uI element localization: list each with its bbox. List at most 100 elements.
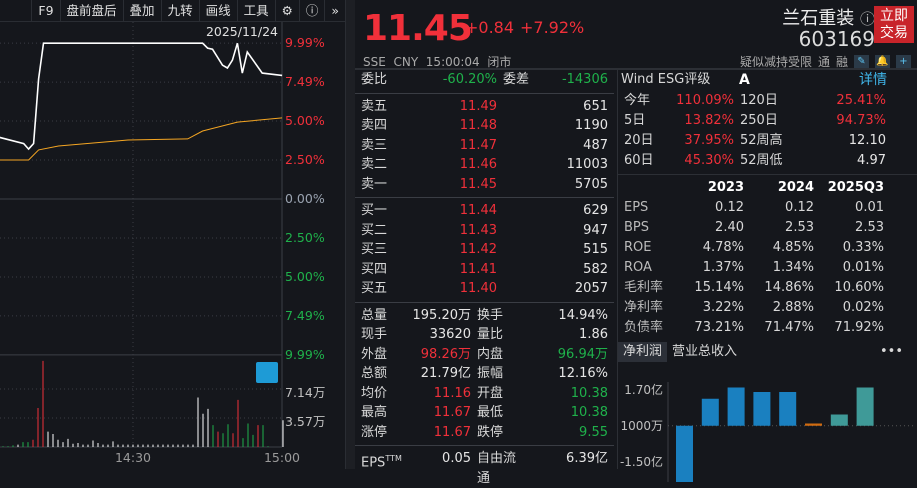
net-profit-bar[interactable] [830, 414, 848, 426]
stat-row: 涨停 11.67 跌停 9.55 [355, 423, 614, 443]
level-price: 11.46 [459, 157, 497, 172]
toolbar-tools[interactable]: 工具 [236, 0, 275, 21]
stat-value: 9.55 [579, 424, 608, 440]
net-profit-bar[interactable] [805, 423, 822, 426]
level-price: 11.44 [459, 203, 497, 218]
divider [355, 92, 614, 94]
net-profit-bar[interactable] [727, 387, 745, 426]
bids-row[interactable]: 买三 11.42 515 [355, 240, 614, 260]
net-profit-bar[interactable] [753, 392, 771, 426]
asks-row[interactable]: 卖三 11.47 487 [355, 136, 614, 156]
perf-value: 13.82% [684, 113, 734, 128]
price-axis-label: 7.49% [285, 74, 325, 89]
metric-2023: 4.78% [702, 240, 744, 255]
tab-revenue[interactable]: 营业总收入 [672, 344, 738, 359]
tab-net-profit[interactable]: 净利润 [618, 342, 668, 362]
level-label: 买四 [361, 261, 388, 277]
level-volume: 487 [583, 137, 608, 153]
bids-row[interactable]: 买四 11.41 582 [355, 260, 614, 280]
price-axis-label: 5.00% [285, 113, 325, 128]
level-label: 卖三 [361, 137, 388, 153]
tag-reduction: 疑似减持受限 [739, 55, 812, 69]
metric-2024: 1.34% [772, 260, 814, 275]
net-profit-bar[interactable] [856, 387, 874, 426]
trade-now-button[interactable]: 立即 交易 [874, 6, 914, 43]
stock-code: 603169 [798, 27, 875, 51]
level-price: 11.40 [459, 281, 497, 296]
stat-label: 现手 [361, 327, 388, 342]
quote-time: 15:00:04 [425, 55, 480, 69]
help-icon[interactable]: ⓘ [298, 0, 325, 21]
metric-2023: 0.12 [715, 200, 744, 215]
weicha-value: -14306 [561, 72, 608, 87]
metric-label: 净利率 [624, 300, 664, 315]
level-label: 卖四 [361, 118, 388, 133]
level-price: 11.43 [459, 222, 497, 238]
asks-row[interactable]: 卖二 11.46 11003 [355, 155, 614, 175]
toolbar-premarket[interactable]: 盘前盘后 [59, 0, 123, 21]
metric-2024: 71.47% [764, 320, 814, 335]
gear-icon[interactable]: ⚙ [274, 0, 299, 21]
perf-row: 20日 37.95% 52周高 12.10 [618, 131, 917, 151]
assistant-float-icon[interactable] [256, 362, 278, 383]
perf-value: 110.09% [676, 93, 734, 108]
perf-label: 今年 [624, 93, 651, 108]
metric-label: 毛利率 [624, 280, 664, 295]
stat-row: 最高 11.67 最低 10.38 [355, 403, 614, 423]
bids-row[interactable]: 买一 11.44 629 [355, 201, 614, 221]
stat-value: 195.20万 [412, 307, 472, 323]
perf-value: 25.41% [836, 93, 886, 108]
plus-icon[interactable]: + [896, 54, 911, 69]
toolbar-f9[interactable]: F9 [31, 0, 59, 21]
weibi-label: 委比 [361, 72, 388, 87]
price-axis-label: 9.99% [285, 347, 325, 362]
expand-icon[interactable]: » [324, 0, 345, 21]
panel-splitter[interactable] [345, 0, 355, 469]
toolbar-draw[interactable]: 画线 [198, 0, 237, 21]
level-price: 11.45 [459, 176, 497, 192]
free-float-value: 6.39亿 [566, 451, 608, 466]
quote-panel: 11.45 +0.84 +7.92% 兰石重装 ⓘ 603169 立即 交易 SS… [355, 0, 917, 488]
stat-value: 96.94万 [557, 346, 608, 362]
level-price: 11.41 [459, 261, 497, 277]
stock-name-text: 兰石重装 [782, 8, 855, 29]
level-price: 11.49 [459, 98, 497, 114]
perf-label: 120日 [740, 93, 778, 108]
fin-row: BPS 2.40 2.53 2.53 [618, 218, 917, 238]
bids-row[interactable]: 买二 11.43 947 [355, 221, 614, 241]
metric-2023: 73.21% [694, 320, 744, 335]
asks-row[interactable]: 卖五 11.49 651 [355, 97, 614, 117]
stat-value: 10.38 [570, 405, 608, 420]
stat-value: 21.79亿 [420, 366, 471, 381]
metric-2023: 1.37% [702, 260, 744, 275]
asks-row[interactable]: 卖四 11.48 1190 [355, 116, 614, 136]
asks-row[interactable]: 卖一 11.45 5705 [355, 175, 614, 195]
perf-value: 4.97 [857, 153, 886, 168]
stat-value: 1.86 [579, 327, 608, 342]
chart-tabs: 净利润 营业总收入 ••• [618, 342, 917, 362]
level-label: 卖一 [361, 176, 388, 192]
bell-icon[interactable]: 🔔 [875, 54, 890, 69]
price-change-pct: +7.92% [520, 18, 585, 37]
info-icon[interactable]: ⓘ [859, 10, 875, 28]
stat-value: 11.67 [433, 424, 471, 440]
toolbar-overlay[interactable]: 叠加 [122, 0, 161, 21]
pencil-icon[interactable]: ✎ [854, 54, 869, 69]
perf-label: 52周低 [740, 153, 783, 168]
esg-detail-link[interactable]: 详情 [859, 72, 887, 88]
perf-value: 12.10 [848, 133, 886, 148]
bar-axis-label: 1000万 [620, 419, 663, 433]
more-icon[interactable]: ••• [879, 344, 903, 359]
toolbar-nine[interactable]: 九转 [160, 0, 199, 21]
metric-2024: 0.12 [785, 200, 814, 215]
net-profit-bar[interactable] [676, 425, 693, 488]
net-profit-bar[interactable] [701, 398, 719, 426]
tag-connect: 通 [817, 55, 830, 69]
level-volume: 629 [583, 203, 608, 218]
bids-row[interactable]: 买五 11.40 2057 [355, 279, 614, 299]
perf-label: 250日 [740, 113, 778, 128]
chart-toolbar: F9 盘前盘后 叠加 九转 画线 工具 ⚙ ⓘ » [0, 0, 345, 22]
level-label: 买五 [361, 281, 388, 296]
intraday-chart[interactable]: 2025/11/24 9.99% 7.49% 5.00% 2.50% 0.00% 2.50%… [0, 22, 345, 469]
net-profit-bar[interactable] [779, 392, 797, 426]
